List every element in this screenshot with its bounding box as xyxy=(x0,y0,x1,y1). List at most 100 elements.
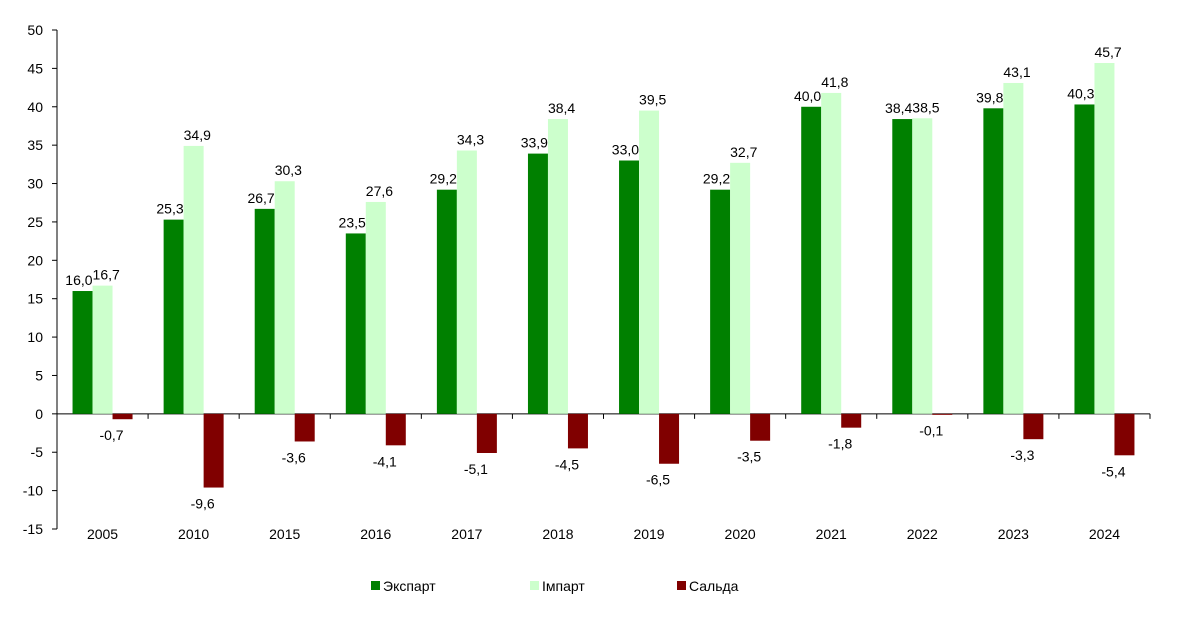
x-tick-label: 2005 xyxy=(87,526,118,542)
data-label: 29,2 xyxy=(703,171,730,187)
bar-balance xyxy=(112,413,133,420)
bar-export xyxy=(892,119,913,414)
legend-swatch xyxy=(677,581,686,590)
x-tick-label: 2023 xyxy=(998,526,1029,542)
data-label: 23,5 xyxy=(339,214,366,230)
bar-export xyxy=(436,189,457,414)
data-label: -3,5 xyxy=(737,449,761,465)
data-labels: 16,0 25,3 26,7 23,5 29,2 33,9 33,0 29,2 40,0 38,4… xyxy=(65,44,1125,512)
legend-label: Імпарт xyxy=(542,578,585,594)
data-label: -5,4 xyxy=(1101,463,1125,479)
y-tick-label: 50 xyxy=(27,22,43,38)
data-label: 39,5 xyxy=(639,92,666,108)
x-axis-ticks: 2005 2010 2015 2016 2017 2018 2019 2020 2021 2022… xyxy=(56,413,1151,542)
bar-balance xyxy=(932,413,953,415)
legend-swatch xyxy=(530,581,539,590)
x-tick-label: 2010 xyxy=(178,526,209,542)
data-label: -4,5 xyxy=(555,456,579,472)
data-label: 33,9 xyxy=(521,135,548,151)
data-label: 29,2 xyxy=(430,171,457,187)
bar-export xyxy=(710,189,731,414)
bar-balance xyxy=(1023,413,1044,440)
data-label: 40,3 xyxy=(1067,85,1094,101)
data-label: -3,6 xyxy=(282,449,306,465)
bars xyxy=(72,63,1135,488)
x-tick-label: 2019 xyxy=(633,526,664,542)
x-tick-label: 2016 xyxy=(360,526,391,542)
y-tick-label: -15 xyxy=(23,521,43,537)
y-tick-label: 10 xyxy=(27,329,43,345)
bar-import xyxy=(183,145,204,414)
legend-label: Экспарт xyxy=(383,578,436,594)
bar-export xyxy=(801,106,822,414)
data-label: -0,7 xyxy=(99,427,123,443)
bar-export xyxy=(72,291,93,414)
data-label: 16,7 xyxy=(93,267,120,283)
data-label: 27,6 xyxy=(366,183,393,199)
bar-export xyxy=(527,153,548,414)
x-tick-label: 2020 xyxy=(725,526,756,542)
bar-export xyxy=(163,219,184,414)
bar-export xyxy=(983,108,1004,414)
bar-balance xyxy=(385,413,406,446)
bar-balance xyxy=(476,413,497,453)
x-tick-label: 2015 xyxy=(269,526,300,542)
x-tick-label: 2022 xyxy=(907,526,938,542)
bar-import xyxy=(547,119,568,414)
x-tick-label: 2024 xyxy=(1089,526,1120,542)
y-tick-label: 5 xyxy=(35,367,43,383)
y-tick-label: 25 xyxy=(27,214,43,230)
bar-import xyxy=(912,118,933,414)
data-label: 45,7 xyxy=(1094,44,1121,60)
bar-import xyxy=(730,162,751,414)
data-label: 32,7 xyxy=(730,144,757,160)
y-tick-label: 0 xyxy=(35,406,43,422)
data-label: -9,6 xyxy=(191,496,215,512)
data-label: 30,3 xyxy=(275,162,302,178)
bar-import xyxy=(639,110,660,414)
legend-label: Сальда xyxy=(689,578,739,594)
data-label: 34,3 xyxy=(457,132,484,148)
bar-balance xyxy=(294,413,315,442)
bar-export xyxy=(1074,104,1095,414)
y-tick-label: 35 xyxy=(27,137,43,153)
bar-export xyxy=(254,208,275,414)
y-tick-label: 15 xyxy=(27,291,43,307)
y-tick-label: -5 xyxy=(31,444,44,460)
y-tick-label: 45 xyxy=(27,60,43,76)
data-label: 38,4 xyxy=(548,100,575,116)
bar-import xyxy=(365,201,386,414)
bar-export xyxy=(619,160,640,414)
bar-balance xyxy=(567,413,588,449)
data-label: 38,5 xyxy=(912,99,939,115)
x-tick-label: 2017 xyxy=(451,526,482,542)
bar-balance xyxy=(659,413,680,464)
y-tick-label: 20 xyxy=(27,252,43,268)
bar-balance xyxy=(750,413,771,441)
bar-import xyxy=(821,92,842,414)
y-tick-label: 40 xyxy=(27,99,43,115)
data-label: 25,3 xyxy=(156,201,183,217)
data-label: 39,8 xyxy=(976,89,1003,105)
bar-import xyxy=(456,150,477,414)
bar-import xyxy=(274,181,295,414)
data-label: 43,1 xyxy=(1003,64,1030,80)
data-label: 41,8 xyxy=(821,74,848,90)
bar-import xyxy=(1003,82,1024,414)
x-tick-label: 2021 xyxy=(816,526,847,542)
data-label: -0,1 xyxy=(919,423,943,439)
data-label: 33,0 xyxy=(612,142,639,158)
data-label: -3,3 xyxy=(1010,447,1034,463)
legend-swatch xyxy=(371,581,380,590)
y-tick-label: 30 xyxy=(27,176,43,192)
bar-export xyxy=(345,233,366,414)
x-tick-label: 2018 xyxy=(542,526,573,542)
bar-balance xyxy=(841,413,862,428)
data-label: 34,9 xyxy=(184,127,211,143)
data-label: 16,0 xyxy=(65,272,92,288)
data-label: -6,5 xyxy=(646,472,670,488)
data-label: -4,1 xyxy=(373,453,397,469)
y-tick-label: -10 xyxy=(23,483,43,499)
